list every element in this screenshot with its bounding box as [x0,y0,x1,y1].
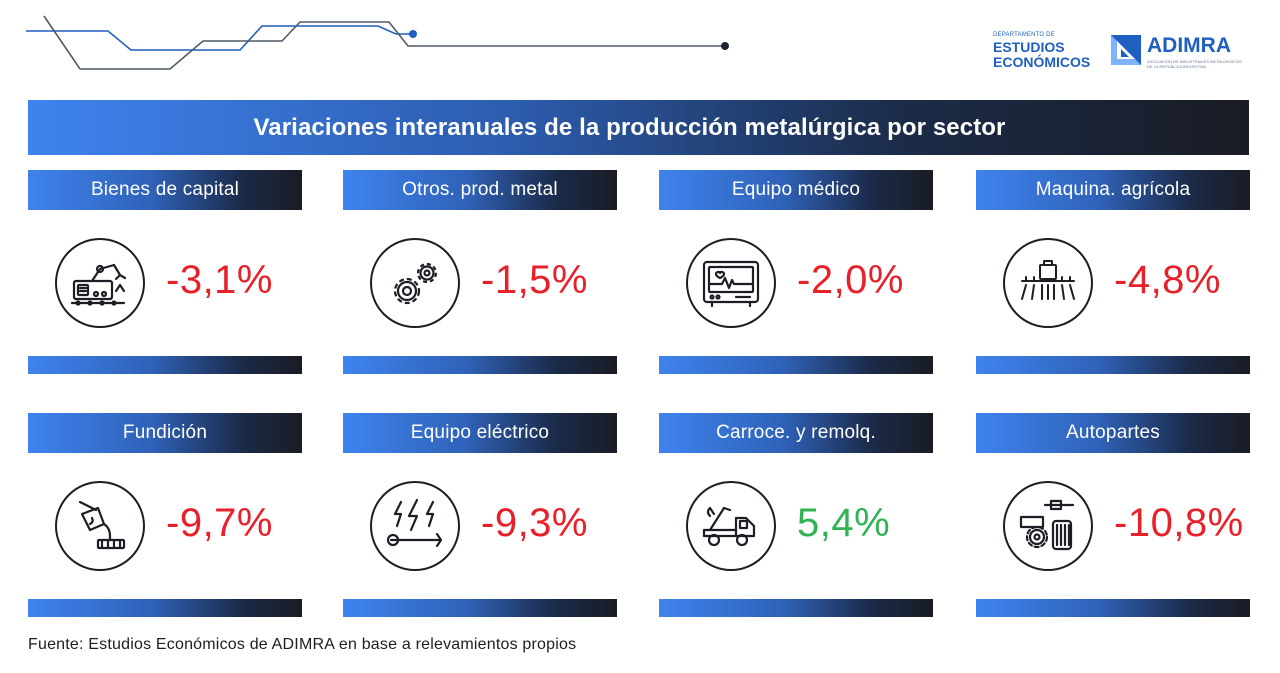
dept-line-2: ECONÓMICOS [993,54,1091,70]
auto-parts-icon [1019,499,1075,551]
sector-value: -1,5% [481,258,588,302]
sector-icon-frame [370,238,460,328]
gears-icon [393,262,438,305]
sector-label: Carroce. y remolq. [659,413,933,453]
sector-footer-bar [28,356,302,374]
foundry-ladle-icon [78,500,126,550]
dept-small-text: DEPARTAMENTO DE [993,32,1055,38]
sector-icon-frame [1003,238,1093,328]
source-note: Fuente: Estudios Económicos de ADIMRA en… [28,636,577,653]
sector-icon-frame [686,481,776,571]
sector-value: -3,1% [166,258,273,302]
sector-icon-frame [55,238,145,328]
sector-value: 5,4% [797,501,891,545]
adimra-logo-icon [1111,35,1141,65]
heart-monitor-icon [702,260,760,308]
sector-icon-frame [686,238,776,328]
tow-truck-icon [702,506,756,547]
sector-value: -2,0% [797,258,904,302]
sector-footer-bar [659,599,933,617]
sector-footer-bar [343,599,617,617]
robotic-arm-icon [70,263,127,306]
sector-footer-bar [343,356,617,374]
sector-label: Equipo eléctrico [343,413,617,453]
sector-value: -10,8% [1114,501,1244,545]
sector-label: Bienes de capital [28,170,302,210]
sector-value: -9,7% [166,501,273,545]
electric-tools-icon [386,498,443,548]
header-logos: DEPARTAMENTO DE ESTUDIOS ECONÓMICOS ADIM… [993,30,1243,75]
sector-footer-bar [28,599,302,617]
sector-icon-frame [55,481,145,571]
page-title: Variaciones interanuales de la producció… [253,113,1006,141]
circuit-lines-decoration [26,15,729,70]
sector-icon-frame [1003,481,1093,571]
sector-footer-bar [659,356,933,374]
sector-footer-bar [976,356,1250,374]
sector-value: -9,3% [481,501,588,545]
sector-footer-bar [976,599,1250,617]
sector-label: Fundición [28,413,302,453]
sector-label: Otros. prod. metal [343,170,617,210]
sector-value: -4,8% [1114,258,1221,302]
sector-label: Maquina. agrícola [976,170,1250,210]
brand-name: ADIMRA [1147,34,1231,57]
dept-line-1: ESTUDIOS [993,39,1065,55]
page-title-bar: Variaciones interanuales de la producció… [28,100,1249,155]
sprayer-icon [1021,260,1075,300]
sector-label: Equipo médico [659,170,933,210]
sector-icon-frame [370,481,460,571]
brand-subtitle: ASOCIACIÓN DE INDUSTRIALES METALÚRGICOS … [1147,59,1242,69]
sector-label: Autopartes [976,413,1250,453]
